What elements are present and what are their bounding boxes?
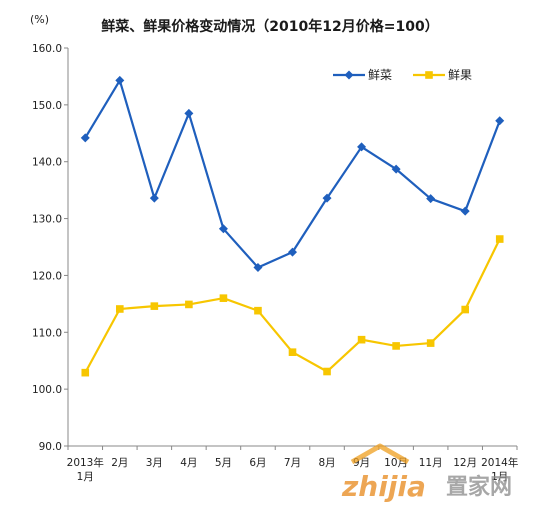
legend-marker-fruits [425, 71, 433, 79]
chart-title: 鲜菜、鲜果价格变动情况（2010年12月价格=100） [101, 18, 438, 35]
x-tick-label: 5月 [215, 457, 232, 469]
data-point-fruits [288, 348, 297, 356]
data-point-vegetables [322, 193, 332, 203]
x-tick-label-line: 2013年 [67, 456, 104, 469]
x-tick-label-line: 2月 [111, 457, 128, 469]
x-tick-label: 2014年 1月 [481, 456, 518, 483]
y-tick-label: 130.0 [32, 214, 62, 226]
y-tick-label: 140.0 [32, 157, 62, 169]
data-point-vegetables [218, 224, 228, 234]
data-point-vegetables [288, 247, 297, 257]
x-tick-label: 7月 [284, 457, 301, 469]
x-tick-label: 11月 [419, 457, 443, 469]
data-point-vegetables [184, 108, 194, 118]
x-tick-label: 4月 [180, 457, 197, 469]
watermark-brand: zhijia [341, 470, 426, 503]
data-point-fruits [357, 335, 366, 344]
watermark-suffix: 置家网 [446, 474, 512, 500]
y-tick-label: 100.0 [32, 384, 62, 396]
data-point-fruits [150, 302, 159, 310]
x-tick-label-line: 5月 [215, 457, 232, 469]
data-point-vegetables [426, 194, 436, 204]
data-point-vegetables [115, 75, 125, 85]
data-point-fruits [81, 368, 90, 377]
x-tick-label: 3月 [146, 457, 163, 469]
zhijia-watermark-logo: zhijia 置家网 [341, 443, 512, 503]
data-point-vegetables [495, 116, 505, 126]
series-group [80, 75, 505, 377]
series-line-vegetables [84, 79, 501, 269]
legend-marker-vegetables [344, 70, 354, 80]
y-axis-unit-label: (%) [30, 13, 49, 26]
legend: 鲜菜 鲜果 [333, 68, 472, 82]
data-point-fruits [116, 305, 124, 313]
x-tick-label-line: 1月 [491, 471, 508, 483]
data-point-fruits [219, 294, 228, 302]
data-point-vegetables [253, 262, 263, 272]
x-tick-label-line: 12月 [453, 457, 477, 469]
x-tick-label-line: 11月 [419, 457, 443, 469]
y-tick-label: 120.0 [32, 270, 62, 282]
data-point-fruits [185, 300, 193, 309]
legend-label-fruits: 鲜果 [448, 68, 472, 82]
y-tick-label: 110.0 [32, 327, 62, 339]
data-point-vegetables [460, 206, 470, 216]
data-point-fruits [323, 367, 331, 376]
data-point-vegetables [149, 193, 159, 203]
x-tick-label: 6月 [249, 457, 266, 469]
data-point-fruits [461, 305, 469, 314]
y-tick-label: 90.0 [39, 441, 62, 453]
data-point-fruits [495, 235, 504, 243]
data-point-fruits [392, 342, 400, 350]
x-tick-label-line: 2014年 [481, 456, 518, 469]
x-tick-label-line: 4月 [180, 457, 197, 469]
data-point-vegetables [391, 164, 401, 174]
x-tick-label-line: 1月 [77, 471, 94, 483]
x-tick-label-line: 8月 [318, 457, 335, 469]
x-tick-label-line: 7月 [284, 457, 301, 469]
data-point-fruits [254, 306, 262, 315]
x-tick-label: 2013年 1月 [67, 456, 104, 483]
y-tick-label: 150.0 [32, 100, 62, 112]
x-tick-label: 2月 [111, 457, 128, 469]
data-point-fruits [426, 339, 435, 347]
data-point-vegetables [80, 133, 90, 143]
watermark-roof-icon [350, 443, 410, 465]
x-tick-label: 12月 [453, 457, 477, 469]
x-tick-label-line: 3月 [146, 457, 163, 469]
y-tick-label: 160.0 [32, 43, 62, 55]
legend-label-vegetables: 鲜菜 [368, 68, 392, 82]
y-axis-ticks: 90.0 100.0 110.0 120.0 130.0 140.0 150.0 160.0 [32, 43, 68, 453]
x-tick-label-line: 6月 [249, 457, 266, 469]
data-point-vegetables [357, 142, 367, 152]
x-tick-label: 8月 [318, 457, 335, 469]
axes [67, 48, 517, 447]
